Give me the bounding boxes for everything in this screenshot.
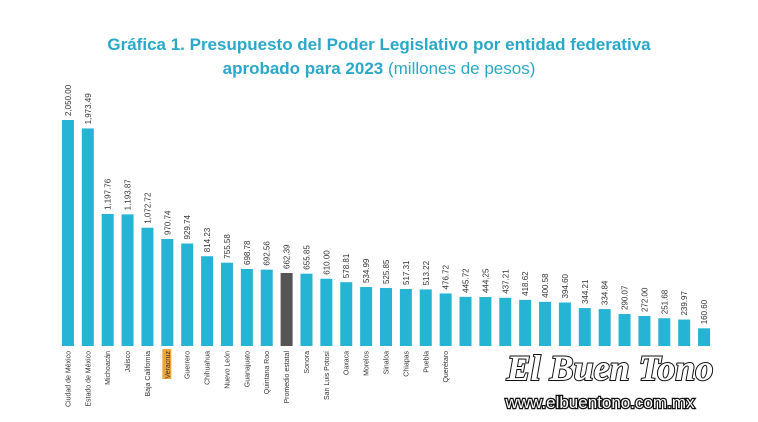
value-label: 662.39 [283,244,292,269]
bar [598,309,611,346]
bar [340,282,353,346]
bar [658,318,671,346]
x-tick-label: Chihuahua [205,351,212,385]
value-label: 1,072.72 [143,192,152,224]
bar [539,301,552,346]
bar [558,302,571,346]
x-tick-label: Quintana Roo [264,351,271,394]
chart-title-line2: aprobado para 2023 (millones de pesos) [223,59,536,78]
value-label: 160.60 [700,299,709,324]
x-tick-label: Baja California [145,351,152,397]
value-label: 534.99 [362,258,371,283]
x-tick-label: Jalisco [125,351,132,373]
bar [419,289,432,346]
value-label: 251.68 [660,289,669,314]
x-tick-label: Veracruz [165,351,172,379]
value-label: 290.07 [621,285,630,310]
value-label: 2,050.00 [64,84,73,116]
x-tick-label: Sonora [304,351,311,374]
value-label: 344.21 [581,279,590,304]
bar [519,299,532,346]
value-label: 418.62 [521,271,530,296]
bar [141,227,154,346]
value-label: 692.56 [263,241,272,266]
value-label: 970.74 [163,210,172,235]
bar [638,316,651,346]
x-tick-label: Nuevo León [224,351,231,389]
bar [181,243,194,346]
bar [479,297,492,346]
bar [260,269,273,346]
x-tick-label: Oaxaca [344,351,351,375]
watermark-url: www.elbuentono.com.mx [505,393,695,412]
x-tick-label: Sinaloa [384,351,391,374]
value-label: 476.72 [442,264,451,289]
x-tick-label: Ciudad de México [65,351,72,407]
value-label: 929.74 [183,214,192,239]
x-tick-label: Querétaro [443,351,450,383]
plot: 2,050.00 Ciudad de México 1,973.49 Estado d… [61,84,711,407]
x-tick-label: Guerrero [185,351,192,379]
x-tick-label: Morelos [364,351,371,376]
watermark-name: El Buen Tono [506,348,714,388]
bar [81,128,94,346]
bar [61,120,74,346]
value-label: 655.85 [302,245,311,270]
x-tick-label: Guanajuato [244,351,251,387]
x-tick-label: Estado de México [85,351,92,407]
value-label: 610.00 [322,250,331,275]
value-label: 698.78 [243,240,252,265]
x-tick-label: Michoacán [105,351,112,385]
value-label: 517.31 [402,260,411,285]
bar [399,288,412,346]
value-label: 1,197.76 [104,178,113,210]
value-label: 394.60 [561,273,570,298]
bar [360,287,373,346]
chart-title: Gráfica 1. Presupuesto del Poder Legisla… [107,35,651,54]
value-label: 513.22 [422,260,431,285]
value-label: 272.00 [640,287,649,312]
value-label: 445.72 [462,268,471,293]
bar [678,319,691,346]
bar [101,213,114,346]
bar [320,278,333,346]
bar [459,296,472,346]
bar [300,273,313,346]
label-highlight [162,349,172,379]
x-tick-label: Puebla [423,351,430,373]
value-label: 437.21 [501,269,510,294]
value-label: 755.58 [223,234,232,259]
bar [240,268,253,346]
chart-title-bold: aprobado para 2023 [223,59,384,78]
bar [280,272,293,346]
bar [499,297,512,346]
x-tick-label: Chiapas [403,351,410,377]
value-label: 400.58 [541,273,550,298]
bar [618,314,631,346]
bar [161,238,174,346]
x-tick-label: Promedio estatal [284,351,291,404]
value-label: 578.81 [342,253,351,278]
value-label: 1,193.87 [124,179,133,211]
value-label: 444.25 [481,268,490,293]
bar [121,214,134,346]
chart-subtitle: (millones de pesos) [388,59,535,78]
bar [201,256,214,346]
bar [380,288,392,346]
bar [578,308,591,346]
value-label: 1,973.49 [84,93,93,125]
x-tick-label: San Luis Potosí [324,351,331,400]
value-label: 239.97 [680,291,689,316]
bar [698,328,711,346]
value-label: 814.23 [203,227,212,252]
value-label: 334.84 [601,280,610,305]
value-label: 525.85 [382,259,391,284]
bar [439,293,452,346]
bar [220,262,233,346]
